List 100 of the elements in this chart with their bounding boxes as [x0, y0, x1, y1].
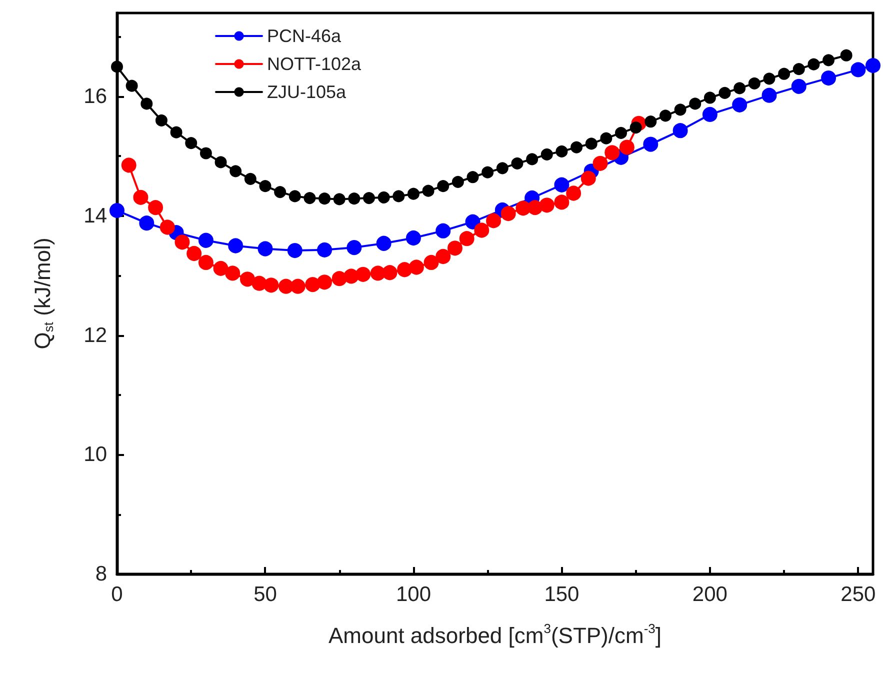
x-tick-label: 200: [692, 583, 728, 606]
point: [408, 260, 424, 275]
point: [382, 265, 398, 280]
point: [121, 158, 136, 173]
point: [170, 126, 182, 138]
point: [778, 68, 790, 80]
point: [424, 254, 439, 270]
point: [198, 254, 214, 270]
point: [821, 70, 836, 86]
x-tick-label: 150: [544, 583, 580, 606]
point: [540, 148, 553, 160]
point: [304, 192, 316, 204]
point: [378, 191, 390, 204]
point: [344, 268, 359, 284]
point: [659, 110, 672, 122]
y-tick-label: 16: [84, 85, 107, 108]
point: [436, 249, 451, 264]
point: [482, 166, 494, 178]
point: [689, 98, 702, 110]
point: [486, 213, 502, 228]
point: [376, 236, 392, 251]
point: [762, 88, 777, 103]
y-axis-title: Qst (kJ/mol): [30, 238, 56, 350]
point: [792, 63, 805, 76]
point: [600, 132, 612, 144]
point: [466, 171, 479, 184]
point: [511, 157, 524, 170]
point: [278, 278, 294, 294]
legend-label: ZJU-105a: [267, 82, 348, 102]
point: [500, 206, 516, 222]
point: [422, 184, 434, 197]
point: [592, 156, 608, 171]
point: [318, 192, 331, 205]
point: [791, 78, 806, 94]
point: [465, 214, 480, 230]
point: [228, 238, 244, 254]
point: [496, 162, 508, 174]
point: [258, 241, 273, 256]
point: [407, 188, 420, 200]
point: [333, 193, 346, 206]
point: [363, 192, 375, 204]
point: [110, 203, 124, 218]
point: [317, 242, 332, 258]
point: [139, 216, 154, 231]
point: [615, 126, 627, 139]
point: [732, 97, 748, 112]
point: [447, 240, 462, 256]
y-tick-label: 12: [84, 324, 107, 347]
point: [133, 190, 148, 205]
point: [630, 122, 642, 134]
point: [808, 58, 820, 70]
point: [459, 231, 474, 246]
x-tick-label: 50: [254, 583, 277, 606]
point: [185, 137, 198, 150]
point: [580, 170, 596, 186]
point: [290, 278, 306, 294]
point: [240, 272, 255, 287]
y-tick-label: 10: [84, 443, 107, 466]
point: [763, 72, 776, 85]
point: [155, 114, 168, 126]
point: [126, 80, 138, 92]
point: [734, 82, 746, 94]
point: [437, 180, 450, 192]
point: [643, 136, 658, 152]
point: [259, 180, 272, 192]
y-tick-label: 8: [95, 562, 107, 586]
legend-label: NOTT-102a: [267, 54, 362, 74]
point: [397, 262, 412, 278]
point: [474, 222, 490, 238]
point: [528, 200, 543, 216]
point: [244, 172, 256, 185]
point: [370, 266, 386, 281]
x-tick-label: 100: [396, 583, 431, 606]
point: [174, 234, 190, 250]
point: [566, 186, 582, 201]
point: [317, 274, 332, 290]
point: [539, 198, 554, 213]
point: [526, 153, 538, 166]
point: [186, 246, 202, 262]
point: [718, 86, 731, 99]
point: [148, 200, 164, 216]
point: [225, 266, 240, 281]
point: [840, 49, 852, 62]
point: [346, 240, 362, 256]
x-tick-label: 0: [111, 583, 123, 606]
point: [200, 147, 212, 160]
point: [111, 60, 123, 73]
point: [822, 54, 835, 66]
point: [604, 145, 620, 160]
point: [214, 156, 227, 168]
point: [748, 77, 760, 90]
point: [160, 220, 175, 235]
y-tick-label: 14: [84, 204, 108, 228]
point: [213, 260, 228, 276]
point: [672, 123, 688, 138]
point: [866, 58, 880, 74]
legend-label: PCN-46a: [267, 26, 342, 46]
point: [452, 176, 464, 188]
point: [305, 277, 320, 292]
point: [230, 165, 242, 178]
